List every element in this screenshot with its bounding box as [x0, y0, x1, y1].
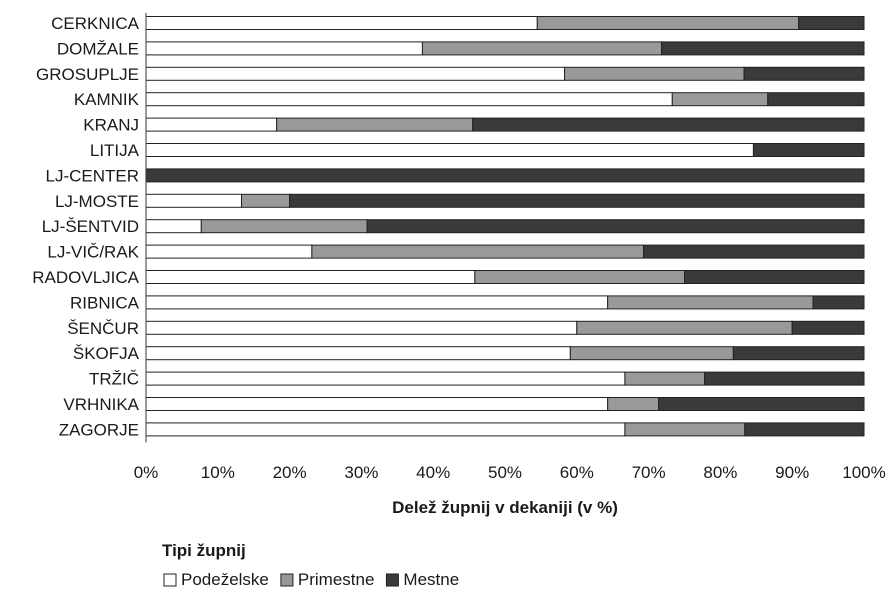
bar-segment-mestne	[704, 371, 865, 386]
bar-segment-mestne	[791, 320, 865, 335]
x-tick-label: 60%	[560, 463, 594, 482]
bar-segment-podeželske	[145, 320, 578, 335]
bar-segment-primestne	[671, 92, 769, 107]
bar-segment-podeželske	[145, 244, 313, 259]
bar-segment-mestne	[752, 143, 865, 157]
bar-segment-podeželske	[145, 397, 609, 411]
bar-segment-podeželske	[145, 92, 673, 107]
bar-segment-primestne	[624, 371, 706, 386]
category-label: ŠKOFJA	[73, 344, 140, 363]
bar-segment-primestne	[311, 244, 645, 259]
bar-segment-primestne	[624, 422, 746, 437]
category-label: LJ-ŠENTVID	[42, 217, 139, 236]
x-tick-label: 100%	[842, 463, 885, 482]
bar-segment-primestne	[607, 397, 660, 411]
x-axis-title: Delež župnij v dekaniji (v %)	[392, 498, 618, 517]
legend-swatch-mestne	[385, 573, 399, 587]
legend-swatch-podeželske	[163, 573, 177, 587]
bar-segment-primestne	[576, 320, 793, 335]
category-label: RADOVLJICA	[32, 268, 139, 287]
bar-segment-primestne	[564, 66, 745, 81]
bar-segment-podeželske	[145, 16, 538, 30]
bar-segment-podeželske	[145, 270, 476, 284]
x-tick-label: 20%	[273, 463, 307, 482]
bar-segment-primestne	[421, 41, 663, 56]
category-label: VRHNIKA	[63, 395, 139, 414]
x-tick-label: 30%	[344, 463, 378, 482]
category-label: RIBNICA	[70, 293, 140, 312]
category-label: LJ-MOSTE	[55, 192, 139, 211]
bar-segment-podeželske	[145, 422, 626, 437]
x-tick-label: 90%	[775, 463, 809, 482]
bar-segment-primestne	[474, 270, 685, 284]
bar-segment-primestne	[607, 295, 814, 310]
category-label: KRANJ	[83, 116, 139, 135]
x-tick-label: 10%	[201, 463, 235, 482]
legend-label: Mestne	[403, 570, 459, 589]
bar-segment-primestne	[569, 346, 734, 361]
x-tick-label: 0%	[134, 463, 159, 482]
bar-segment-podeželske	[145, 66, 566, 81]
bar-segment-mestne	[744, 422, 865, 437]
bar-segment-primestne	[536, 16, 800, 30]
x-tick-label: 80%	[703, 463, 737, 482]
bar-segment-mestne	[366, 219, 865, 234]
bar-segment-primestne	[200, 219, 368, 234]
x-tick-label: 40%	[416, 463, 450, 482]
legend-title: Tipi župnij	[162, 541, 246, 560]
legend-swatch-primestne	[280, 573, 294, 587]
bar-segment-podeželske	[145, 346, 571, 361]
bar-segment-podeželske	[145, 371, 626, 386]
category-label: LJ-VIČ/RAK	[47, 243, 139, 262]
bar-segment-mestne	[812, 295, 865, 310]
legend-label: Podeželske	[181, 570, 269, 589]
category-label: LITIJA	[90, 141, 140, 160]
category-label: GROSUPLJE	[36, 65, 139, 84]
category-label: CERKNICA	[51, 14, 140, 33]
legend-label: Primestne	[298, 570, 375, 589]
bar-segment-primestne	[276, 117, 474, 132]
bar-segment-mestne	[643, 244, 865, 259]
category-label: DOMŽALE	[57, 39, 139, 58]
bar-segment-mestne	[289, 193, 865, 208]
bar-segment-mestne	[472, 117, 865, 132]
bar-segment-podeželske	[145, 41, 423, 56]
category-labels: CERKNICA DOMŽALE GROSUPLJE KAMNIK KRANJ LITIJ…	[32, 14, 139, 439]
bar-segment-mestne	[732, 346, 865, 361]
bar-segment-mestne	[798, 16, 865, 30]
bar-segment-mestne	[145, 168, 865, 183]
bar-segment-mestne	[684, 270, 865, 284]
bar-segment-podeželske	[145, 117, 278, 132]
bar-segment-mestne	[767, 92, 865, 107]
bar-segment-podeželske	[145, 295, 609, 310]
plot-area	[145, 13, 865, 443]
x-axis: 0% 10% 20% 30% 40% 50% 60% 70% 80% 90% 100%	[134, 463, 886, 482]
x-tick-label: 70%	[632, 463, 666, 482]
x-tick-label: 50%	[488, 463, 522, 482]
category-label: KAMNIK	[74, 90, 140, 109]
legend: Tipi župnij Podeželske Primestne Mestne	[162, 541, 459, 589]
bar-segment-podeželske	[145, 143, 754, 157]
bar-segment-podeželske	[145, 193, 242, 208]
category-label: TRŽIČ	[89, 370, 139, 389]
legend-items: Podeželske Primestne Mestne	[163, 570, 459, 589]
bar-segment-podeželske	[145, 219, 202, 234]
bar-segment-primestne	[240, 193, 291, 208]
bar-segment-mestne	[658, 397, 865, 411]
category-label: LJ-CENTER	[45, 166, 139, 185]
category-label: ZAGORJE	[59, 420, 139, 439]
bar-segment-mestne	[743, 66, 865, 81]
bar-segment-mestne	[661, 41, 865, 56]
category-label: ŠENČUR	[67, 319, 139, 338]
